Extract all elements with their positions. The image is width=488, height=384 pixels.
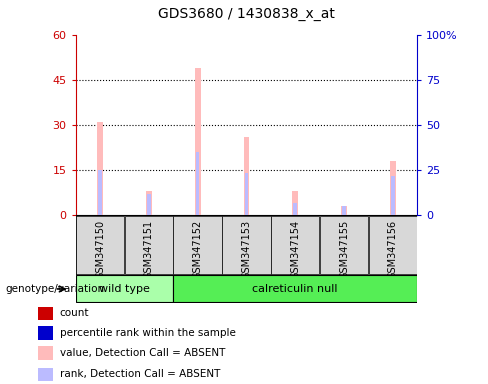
Bar (97, 122, 103, 215)
Text: percentile rank within the sample: percentile rank within the sample (60, 328, 235, 338)
Bar (244, 173, 248, 215)
Text: GSM347151: GSM347151 (144, 220, 154, 279)
Bar (244, 137, 249, 215)
Text: GSM347152: GSM347152 (193, 220, 203, 279)
Bar (146, 191, 152, 215)
Text: count: count (60, 308, 89, 318)
Text: GSM347150: GSM347150 (95, 220, 105, 279)
Text: genotype/variation: genotype/variation (5, 284, 104, 294)
Bar (76, 216, 124, 274)
Text: GSM347155: GSM347155 (339, 220, 349, 279)
Bar (391, 176, 395, 215)
Text: GSM347156: GSM347156 (388, 220, 398, 279)
Bar (271, 216, 319, 274)
Bar (147, 194, 151, 215)
Bar (98, 170, 102, 215)
Bar (223, 216, 270, 274)
Bar (174, 275, 418, 303)
Bar (320, 216, 368, 274)
Bar (38, 367, 53, 381)
Bar (76, 275, 173, 303)
Bar (125, 216, 173, 274)
Bar (38, 346, 53, 360)
Bar (196, 152, 200, 215)
Bar (292, 191, 298, 215)
Bar (38, 307, 53, 320)
Bar (174, 216, 222, 274)
Bar (369, 216, 417, 274)
Text: calreticulin null: calreticulin null (252, 284, 338, 294)
Text: rank, Detection Call = ABSENT: rank, Detection Call = ABSENT (60, 369, 220, 379)
Bar (390, 161, 396, 215)
Bar (195, 68, 201, 215)
Text: wild type: wild type (99, 284, 150, 294)
Text: GSM347153: GSM347153 (242, 220, 251, 279)
Text: value, Detection Call = ABSENT: value, Detection Call = ABSENT (60, 348, 225, 358)
Bar (342, 206, 346, 215)
Bar (293, 203, 297, 215)
Text: GDS3680 / 1430838_x_at: GDS3680 / 1430838_x_at (158, 7, 335, 21)
Text: GSM347154: GSM347154 (290, 220, 300, 279)
Bar (341, 206, 347, 215)
Bar (38, 326, 53, 340)
